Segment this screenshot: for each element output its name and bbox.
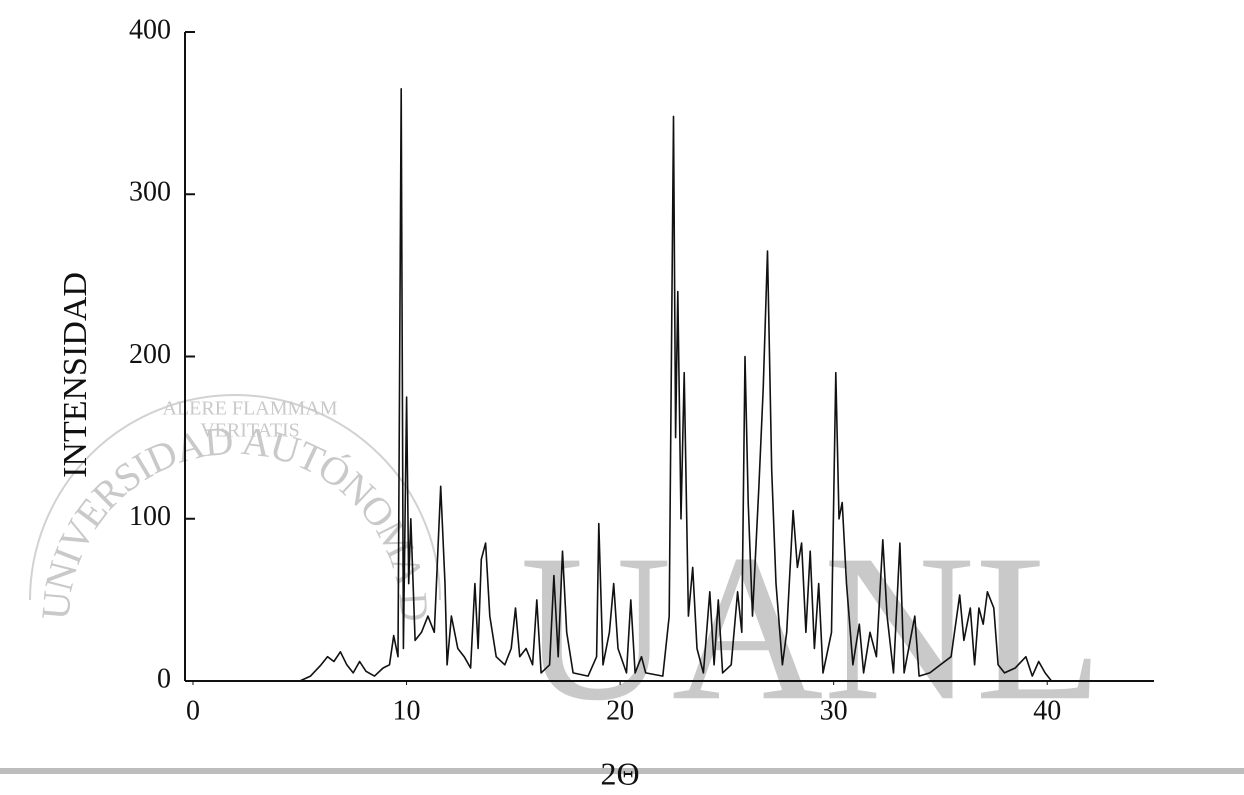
band bbox=[0, 768, 1244, 774]
data-line bbox=[299, 88, 1053, 682]
x-tick-label: 0 bbox=[186, 695, 200, 726]
y-tick-label: 300 bbox=[129, 177, 171, 208]
x-axis-label: 2Θ bbox=[600, 755, 639, 791]
y-tick-label: 200 bbox=[129, 339, 171, 370]
y-tick-label: 0 bbox=[157, 663, 171, 694]
watermark-text: ALERE FLAMMAM bbox=[162, 398, 337, 420]
x-tick-label: 40 bbox=[1033, 695, 1061, 726]
y-tick-label: 400 bbox=[129, 14, 171, 45]
x-tick-label: 30 bbox=[820, 695, 848, 726]
x-tick-label: 10 bbox=[393, 695, 421, 726]
seal-ring bbox=[29, 394, 441, 601]
watermark-text: VERITATIS bbox=[200, 420, 300, 442]
y-axis-label: INTENSIDAD bbox=[57, 272, 94, 478]
y-tick-label: 100 bbox=[129, 501, 171, 532]
x-tick-label: 20 bbox=[606, 695, 634, 726]
